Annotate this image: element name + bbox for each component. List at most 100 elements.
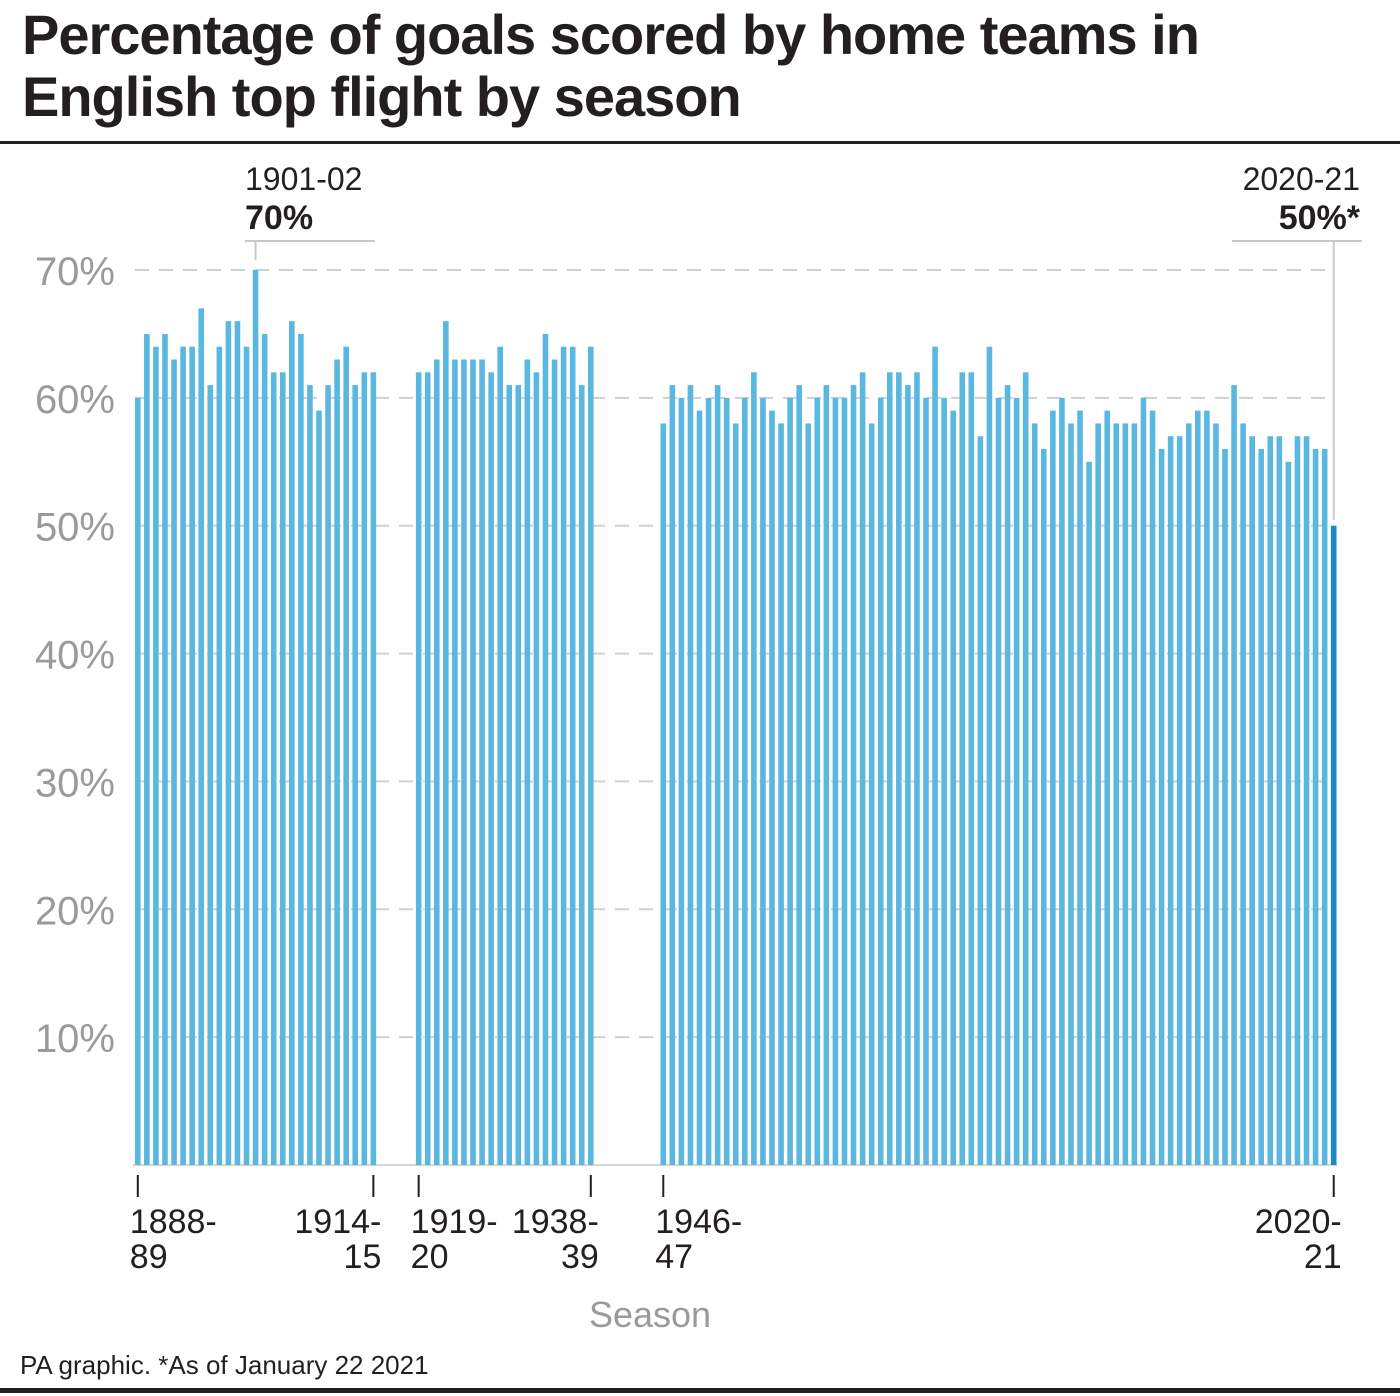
bar (479, 359, 485, 1165)
x-tick-label: 1914- (294, 1203, 381, 1241)
bar (868, 423, 875, 1165)
bar (1095, 423, 1101, 1165)
x-tick-label: 15 (344, 1238, 382, 1276)
bar (660, 423, 667, 1165)
bar (859, 372, 866, 1165)
x-tick-label: 1888- (130, 1203, 217, 1241)
y-tick-label: 10% (35, 1017, 115, 1061)
bar (316, 410, 322, 1166)
bar (1231, 385, 1237, 1166)
bottom-divider (0, 1388, 1400, 1393)
bar (1276, 436, 1283, 1165)
bar (1059, 397, 1065, 1165)
x-tick-label: 2020- (1255, 1203, 1342, 1241)
bar (153, 346, 159, 1165)
bar (352, 385, 359, 1166)
bar (289, 321, 295, 1166)
bar (497, 346, 503, 1165)
annotation-value: 50%* (1279, 199, 1361, 237)
bar (787, 397, 793, 1165)
bar (1222, 449, 1228, 1165)
bar (742, 397, 748, 1165)
bar (995, 397, 1002, 1165)
bar (877, 397, 884, 1165)
x-axis-title: Season (589, 1294, 711, 1335)
title-divider (0, 141, 1400, 144)
bar (896, 372, 902, 1165)
bar (1303, 436, 1310, 1165)
bar (696, 410, 703, 1166)
bar (1140, 397, 1147, 1165)
bar (198, 308, 205, 1165)
bar (986, 346, 993, 1165)
bar (814, 397, 821, 1165)
bar (977, 436, 984, 1165)
source-note: PA graphic. *As of January 22 2021 (20, 1350, 429, 1380)
bar (1158, 449, 1165, 1165)
x-tick-label: 20 (411, 1238, 449, 1276)
bar (1131, 423, 1138, 1165)
bar (542, 333, 549, 1165)
y-tick-label: 70% (35, 250, 115, 294)
bar (298, 333, 304, 1165)
bar (1086, 461, 1092, 1165)
bar (162, 333, 168, 1165)
bar (1249, 436, 1255, 1165)
bar (370, 372, 377, 1165)
bar (959, 372, 966, 1165)
bar (669, 385, 676, 1166)
x-tick-label: 1938- (512, 1203, 599, 1241)
bar (1176, 436, 1183, 1165)
bar (1149, 410, 1156, 1166)
bar (714, 385, 721, 1166)
bar (433, 359, 440, 1165)
bar (769, 410, 775, 1166)
bar (1213, 423, 1219, 1165)
bar (279, 372, 286, 1165)
bar (805, 423, 812, 1165)
annotation-value: 70% (245, 199, 313, 237)
bar (234, 321, 241, 1166)
bar (216, 346, 223, 1165)
bar (886, 372, 893, 1165)
bar (135, 397, 141, 1165)
bar (207, 385, 214, 1166)
bar (270, 372, 277, 1165)
bar (1294, 436, 1301, 1165)
bar (760, 397, 766, 1165)
bar (1240, 423, 1246, 1165)
bar (243, 346, 250, 1165)
bar (1185, 423, 1192, 1165)
bar (1330, 525, 1337, 1165)
y-tick-label: 20% (35, 889, 115, 933)
bar (325, 385, 331, 1166)
x-tick-label: 39 (561, 1238, 599, 1276)
bar (1077, 410, 1083, 1166)
chart-title: Percentage of goals scored by home teams… (22, 3, 1200, 128)
x-tick-label: 21 (1304, 1238, 1342, 1276)
bar (923, 397, 929, 1165)
bar (1267, 436, 1274, 1165)
bar (551, 359, 558, 1165)
bar (488, 372, 494, 1165)
bar (443, 321, 449, 1166)
bar (1050, 410, 1056, 1166)
bar (189, 346, 195, 1165)
annotation-season: 1901-02 (245, 161, 362, 197)
bar (1258, 449, 1265, 1165)
bar (1104, 410, 1111, 1166)
bar (823, 385, 830, 1166)
bar (687, 385, 694, 1166)
y-tick-label: 60% (35, 378, 115, 422)
bar (1068, 423, 1074, 1165)
y-tick-label: 50% (35, 506, 115, 550)
bar (225, 321, 232, 1166)
bar (914, 372, 920, 1165)
bar (424, 372, 431, 1165)
y-tick-label: 40% (35, 634, 115, 678)
bar (732, 423, 739, 1165)
bar (1285, 461, 1292, 1165)
bar (343, 346, 349, 1165)
bar (850, 385, 857, 1166)
